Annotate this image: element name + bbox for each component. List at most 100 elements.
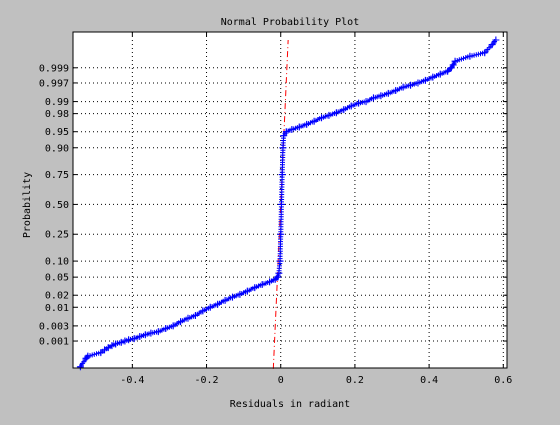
x-tick-label: 0.4 [420,375,438,386]
data-point [130,335,138,343]
data-point [221,296,229,304]
x-tick-label: -0.2 [194,375,218,386]
data-point [184,314,192,322]
data-point [332,109,340,117]
y-tick-label: 0.003 [39,321,69,332]
y-tick-label: 0.75 [45,170,69,181]
data-point [318,114,326,122]
data-point [125,336,133,344]
x-axis-label: Residuals in radiant [230,399,350,410]
data-point [303,120,311,128]
y-tick-label: 0.001 [39,337,69,348]
data-point [355,99,363,107]
y-tick-label: 0.50 [45,200,69,211]
data-point [84,352,92,360]
data-point [117,338,125,346]
data-point [162,325,170,333]
data-point [310,117,318,125]
data-point [466,52,474,60]
x-tick-label: 0.6 [494,375,512,386]
data-point [481,49,489,57]
data-point [258,281,266,289]
data-point [340,106,348,114]
data-point [214,300,222,308]
data-point [414,79,422,87]
data-point [392,87,400,95]
data-point [101,346,109,354]
data-point [436,70,444,78]
data-point [278,171,286,179]
data-point [274,273,282,281]
y-tick-label: 0.10 [45,257,69,268]
data-point [136,333,144,341]
data-point [104,344,112,352]
data-point [288,125,296,133]
data-point [488,41,496,49]
tick-layer: -0.4 -0.2 0 0.2 0.4 0.6 0.001 0.003 0.010.02 0.05… [39,32,512,386]
data-point [236,290,244,298]
data-point [421,76,429,84]
data-point [280,132,288,140]
data-point [229,293,237,301]
data-point [276,257,284,265]
data-point [407,81,415,89]
y-tick-label: 0.05 [45,273,69,284]
data-point [112,340,120,348]
y-tick-label: 0.95 [45,127,69,138]
data-point [141,331,149,339]
data-point [377,92,385,100]
plot-frame [72,31,508,369]
data-point [108,342,116,350]
data-point [369,94,377,102]
data-point [154,328,162,336]
y-tick-label: 0.02 [45,291,69,302]
data-point [97,349,105,357]
x-tick-label: 0 [278,375,284,386]
data-point [282,128,290,136]
data-point [191,311,199,319]
data-point [444,67,452,75]
data-point [451,57,459,65]
data-point [325,111,333,119]
data-point [251,284,259,292]
data-points-layer [76,36,500,371]
data-point [449,61,457,69]
x-tick-label: 0.2 [346,375,364,386]
y-axis-label: Probability [22,172,33,238]
grid-layer [73,32,507,368]
reference-line-layer [272,39,289,369]
data-point [347,102,355,110]
y-tick-label: 0.25 [45,230,69,241]
y-tick-label: 0.98 [45,109,69,120]
chart-title: Normal Probability Plot [221,17,359,28]
data-point [492,36,500,44]
data-point [76,363,84,371]
data-point [147,329,155,337]
y-tick-label: 0.999 [39,63,69,74]
data-point [384,89,392,97]
data-point [169,322,177,330]
data-point [362,98,370,106]
plot-area [73,32,507,368]
data-point [266,278,274,286]
y-tick-label: 0.01 [45,303,69,314]
reference-line [272,39,289,369]
data-point [295,123,303,131]
data-point [399,83,407,91]
data-point [177,318,185,326]
y-tick-label: 0.90 [45,143,69,154]
data-point [277,230,285,238]
x-tick-label: -0.4 [120,375,144,386]
data-point [243,287,251,295]
y-tick-label: 0.997 [39,78,69,89]
y-tick-label: 0.99 [45,97,69,108]
data-point [277,200,285,208]
data-point [279,144,287,152]
data-point [121,337,129,345]
data-point [199,307,207,315]
data-point [429,73,437,81]
data-point [275,269,283,277]
data-point [206,303,214,311]
